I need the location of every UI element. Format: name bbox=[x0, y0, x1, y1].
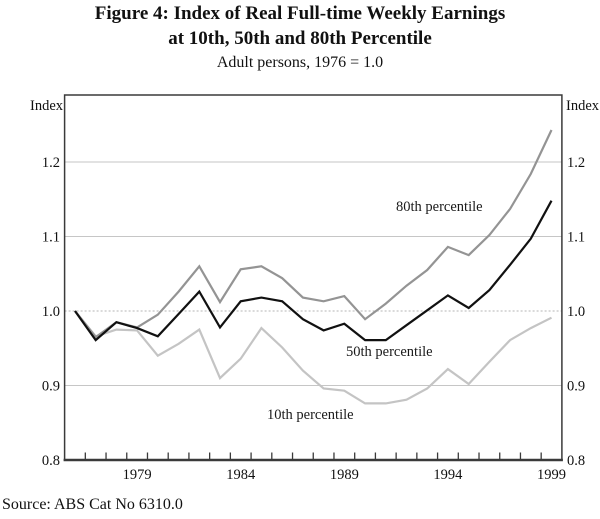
y-axis-tick-label-left: 1.1 bbox=[42, 230, 60, 246]
y-axis-tick-label-right: 0.8 bbox=[567, 453, 585, 469]
y-axis-tick-label-right: 1.1 bbox=[567, 230, 585, 246]
series-line-80th-percentile bbox=[74, 129, 553, 339]
source-note: Source: ABS Cat No 6310.0 bbox=[2, 496, 183, 513]
plot-border bbox=[63, 94, 563, 461]
series-line-10th-percentile bbox=[74, 310, 552, 405]
series-label-80th-percentile: 80th percentile bbox=[396, 199, 483, 215]
x-axis-tick-label: 1989 bbox=[330, 467, 359, 483]
y-axis-unit-label-right: Index bbox=[566, 98, 600, 114]
x-axis-tick-label: 1979 bbox=[123, 467, 152, 483]
y-axis-tick-label-left: 1.2 bbox=[42, 155, 60, 171]
y-axis-tick-label-right: 0.9 bbox=[567, 379, 585, 395]
figure-title-line-2: at 10th, 50th and 80th Percentile bbox=[168, 28, 432, 49]
figure-subtitle: Adult persons, 1976 = 1.0 bbox=[216, 54, 384, 71]
y-axis-tick-label-right: 1.2 bbox=[567, 155, 585, 171]
y-axis-tick-label-left: 0.9 bbox=[42, 379, 60, 395]
x-axis-tick-label: 1994 bbox=[433, 467, 463, 483]
y-axis-unit-label-left: Index bbox=[30, 98, 64, 114]
series-label-50th-percentile: 50th percentile bbox=[346, 344, 433, 360]
y-axis-tick-label-left: 0.8 bbox=[42, 453, 60, 469]
x-axis-tick-label: 1984 bbox=[226, 467, 256, 483]
y-axis-tick-label-left: 1.0 bbox=[42, 304, 60, 320]
series-label-10th-percentile: 10th percentile bbox=[267, 407, 354, 423]
series-line-50th-percentile bbox=[74, 200, 553, 342]
y-axis-tick-label-right: 1.0 bbox=[567, 304, 585, 320]
x-axis-tick-label: 1999 bbox=[537, 467, 566, 483]
figure-title-line-1: Figure 4: Index of Real Full-time Weekly… bbox=[94, 3, 506, 24]
